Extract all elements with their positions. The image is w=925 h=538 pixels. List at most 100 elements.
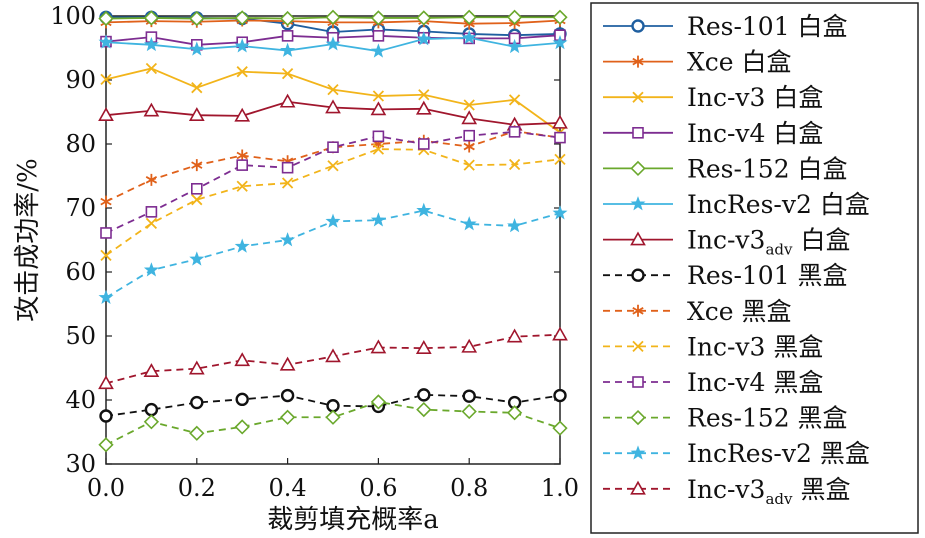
legend-item: Inc-v4 黑盒 xyxy=(603,368,823,397)
series-6 xyxy=(98,93,568,131)
y-tick-label: 40 xyxy=(65,386,96,414)
data-point xyxy=(416,31,432,46)
legend-item: Res-152 白盒 xyxy=(603,154,848,183)
data-point xyxy=(508,158,521,171)
legend-label: Inc-v3adv 白盒 xyxy=(687,226,850,259)
legend-label-main: Inc-v4 白盒 xyxy=(687,119,823,148)
legend-marker xyxy=(632,91,644,103)
y-axis-title: 攻击成功率/% xyxy=(13,158,43,321)
plot-border xyxy=(105,15,561,465)
data-point xyxy=(554,153,566,165)
data-point xyxy=(552,35,568,50)
data-point xyxy=(98,437,114,453)
legend-label: Inc-v3adv 黑盒 xyxy=(687,475,850,508)
data-point xyxy=(189,10,205,27)
legend-marker xyxy=(631,19,645,33)
data-point xyxy=(372,30,385,42)
data-point xyxy=(552,9,568,25)
legend-marker xyxy=(630,480,646,495)
legend-label-main: Inc-v3 xyxy=(687,226,765,255)
y-tick-label: 30 xyxy=(65,450,96,478)
data-point xyxy=(507,218,523,233)
legend-item: IncRes-v2 白盒 xyxy=(603,190,870,219)
data-point xyxy=(461,338,478,353)
data-point xyxy=(280,388,295,403)
data-point xyxy=(279,10,296,27)
legend-label-suffix: 黑盒 xyxy=(793,475,851,504)
x-tick-label: 0.8 xyxy=(450,474,488,502)
data-point xyxy=(461,216,477,231)
legend-label-main: Res-152 黑盒 xyxy=(687,404,848,433)
legend-item: Inc-v3 黑盒 xyxy=(603,332,823,361)
data-point xyxy=(143,36,159,52)
plot-area xyxy=(105,15,561,465)
legend-label: Inc-v3 黑盒 xyxy=(687,332,823,361)
series-line xyxy=(105,130,561,203)
data-point xyxy=(100,227,112,239)
legend-label: Inc-v3 白盒 xyxy=(687,83,823,112)
data-point xyxy=(191,82,203,94)
legend-item: Res-152 黑盒 xyxy=(603,404,848,433)
data-point xyxy=(325,213,341,228)
legend-label-main: Inc-v3 白盒 xyxy=(687,83,823,112)
data-point xyxy=(191,194,203,206)
legend-label: Res-152 黑盒 xyxy=(687,404,848,433)
legend-item: Inc-v3 白盒 xyxy=(603,83,823,112)
legend-item: Xce 黑盒 xyxy=(603,297,792,326)
data-point xyxy=(236,180,248,192)
data-point xyxy=(234,419,250,435)
data-point xyxy=(552,114,568,129)
data-point xyxy=(326,399,340,413)
legend-label: Inc-v4 白盒 xyxy=(687,119,823,148)
data-point xyxy=(370,43,386,58)
legend-label-main: IncRes-v2 白盒 xyxy=(687,190,870,219)
data-point xyxy=(188,107,205,121)
data-point xyxy=(416,10,432,26)
y-tick-label: 80 xyxy=(65,130,96,158)
data-point xyxy=(279,356,296,371)
legend-marker xyxy=(632,55,644,68)
data-point xyxy=(281,30,294,42)
data-point xyxy=(506,9,523,25)
series-line xyxy=(105,148,561,257)
series-12 xyxy=(98,202,568,304)
legend-label: Res-152 白盒 xyxy=(687,154,848,183)
legend-item: Res-101 白盒 xyxy=(603,12,848,41)
series-4 xyxy=(98,9,568,27)
data-point xyxy=(145,173,158,186)
x-axis: 0.0 0.2 0.4 0.6 0.8 1.0 xyxy=(87,458,579,502)
data-point xyxy=(372,143,385,155)
legend-label: Inc-v4 黑盒 xyxy=(687,368,823,397)
legend: Res-101 白盒 Xce 白盒 Inc-v3 白盒 Inc-v4 白盒 Res-15… xyxy=(590,2,919,534)
data-point xyxy=(144,402,159,417)
data-point xyxy=(100,195,112,208)
legend-marker xyxy=(630,445,646,460)
data-point xyxy=(234,10,250,26)
data-point xyxy=(370,212,386,227)
legend-label-main: Res-152 白盒 xyxy=(687,154,848,183)
legend-label-subscript: adv xyxy=(765,490,793,508)
data-point xyxy=(98,289,114,304)
data-point xyxy=(143,414,160,430)
data-point xyxy=(327,141,339,153)
data-point xyxy=(100,249,112,261)
data-point xyxy=(143,363,160,378)
data-point xyxy=(461,110,478,125)
legend-marker xyxy=(630,160,646,177)
data-point xyxy=(327,160,339,172)
data-point xyxy=(236,66,248,78)
legend-label-main: Res-101 白盒 xyxy=(687,12,848,41)
data-point xyxy=(554,131,566,144)
legend-label-main: Inc-v3 xyxy=(687,475,765,504)
data-point xyxy=(143,10,160,26)
y-axis: 30 40 50 60 70 80 90 100 xyxy=(50,2,560,478)
legend-marker xyxy=(630,196,646,211)
data-point xyxy=(145,206,158,218)
data-point xyxy=(327,83,339,96)
data-point xyxy=(508,126,521,138)
data-point xyxy=(325,9,341,25)
data-point xyxy=(145,217,158,229)
data-point xyxy=(463,159,475,171)
data-point xyxy=(416,202,432,217)
